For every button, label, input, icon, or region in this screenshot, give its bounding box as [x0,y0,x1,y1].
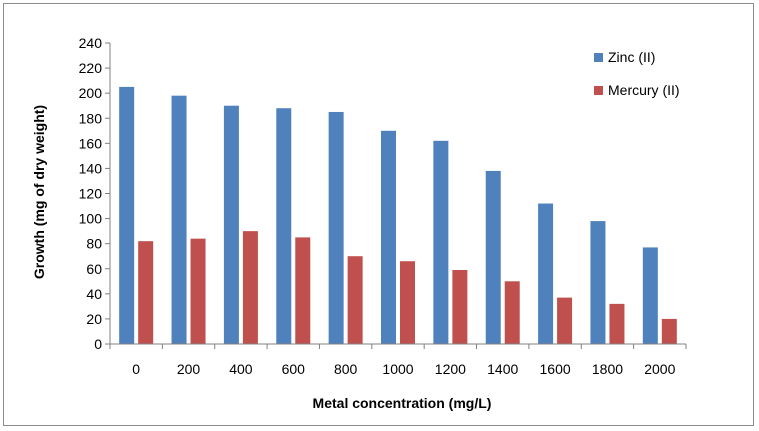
mercury-bar-400 [242,231,258,344]
x-tick-label-800: 800 [334,361,358,377]
x-tick-label-600: 600 [282,361,306,377]
x-tick-label-1600: 1600 [540,361,571,377]
zinc-bar-200 [171,95,187,344]
y-tick-label-180: 180 [79,110,103,126]
y-tick-label-160: 160 [79,135,103,151]
x-tick-label-1000: 1000 [382,361,413,377]
legend: Zinc (II) Mercury (II) [594,49,680,98]
legend-swatch-zinc [594,53,603,62]
mercury-bar-1600 [557,297,573,344]
zinc-bar-0 [119,86,135,344]
legend-label-zinc: Zinc (II) [608,49,655,65]
x-tick-label-0: 0 [132,361,140,377]
zinc-bar-1400 [485,170,501,344]
zinc-bar-800 [328,111,344,345]
mercury-bar-1000 [400,261,415,344]
y-tick-label-80: 80 [86,236,102,252]
zinc-bar-400 [223,105,239,344]
mercury-bar-800 [347,256,363,344]
mercury-bar-2000 [661,318,677,344]
axes-group [105,42,687,349]
x-axis-title: Metal concentration (mg/L) [313,395,492,411]
zinc-bar-1600 [538,203,554,344]
x-tick-label-2000: 2000 [644,361,675,377]
y-tick-label-40: 40 [86,286,102,302]
zinc-bar-1000 [381,130,396,344]
mercury-bar-600 [295,237,311,344]
zinc-bar-1200 [433,140,449,344]
mercury-bar-200 [190,238,206,344]
x-tick-label-1200: 1200 [435,361,466,377]
y-tick-label-220: 220 [79,60,103,76]
y-tick-label-200: 200 [79,85,103,101]
y-tick-label-120: 120 [79,186,103,202]
y-tick-label-140: 140 [79,160,103,176]
mercury-bar-1200 [452,270,468,344]
zinc-bar-600 [276,108,292,344]
bars-group [119,86,677,345]
y-axis-title: Growth (mg of dry weight) [31,105,47,279]
mercury-bar-0 [138,241,154,344]
mercury-bar-1800 [609,303,625,344]
legend-swatch-mercury [594,86,603,95]
zinc-bar-1800 [590,221,606,344]
y-tick-label-0: 0 [94,336,102,352]
zinc-bar-2000 [642,247,658,344]
x-tick-label-1800: 1800 [592,361,623,377]
x-tick-label-1400: 1400 [487,361,518,377]
y-tick-label-60: 60 [86,261,102,277]
y-tick-label-100: 100 [79,211,103,227]
mercury-bar-1400 [504,281,520,344]
y-tick-label-240: 240 [79,35,103,51]
y-tick-labels: 0 20 40 60 80 100 120 140 160 180 200 220 240 [79,35,103,352]
legend-label-mercury: Mercury (II) [608,82,680,98]
x-tick-labels: 0 200 400 600 800 1000 1200 1400 1600 1800 2000 [132,361,675,377]
y-tick-label-20: 20 [86,311,102,327]
x-tick-label-200: 200 [177,361,201,377]
x-tick-label-400: 400 [229,361,253,377]
